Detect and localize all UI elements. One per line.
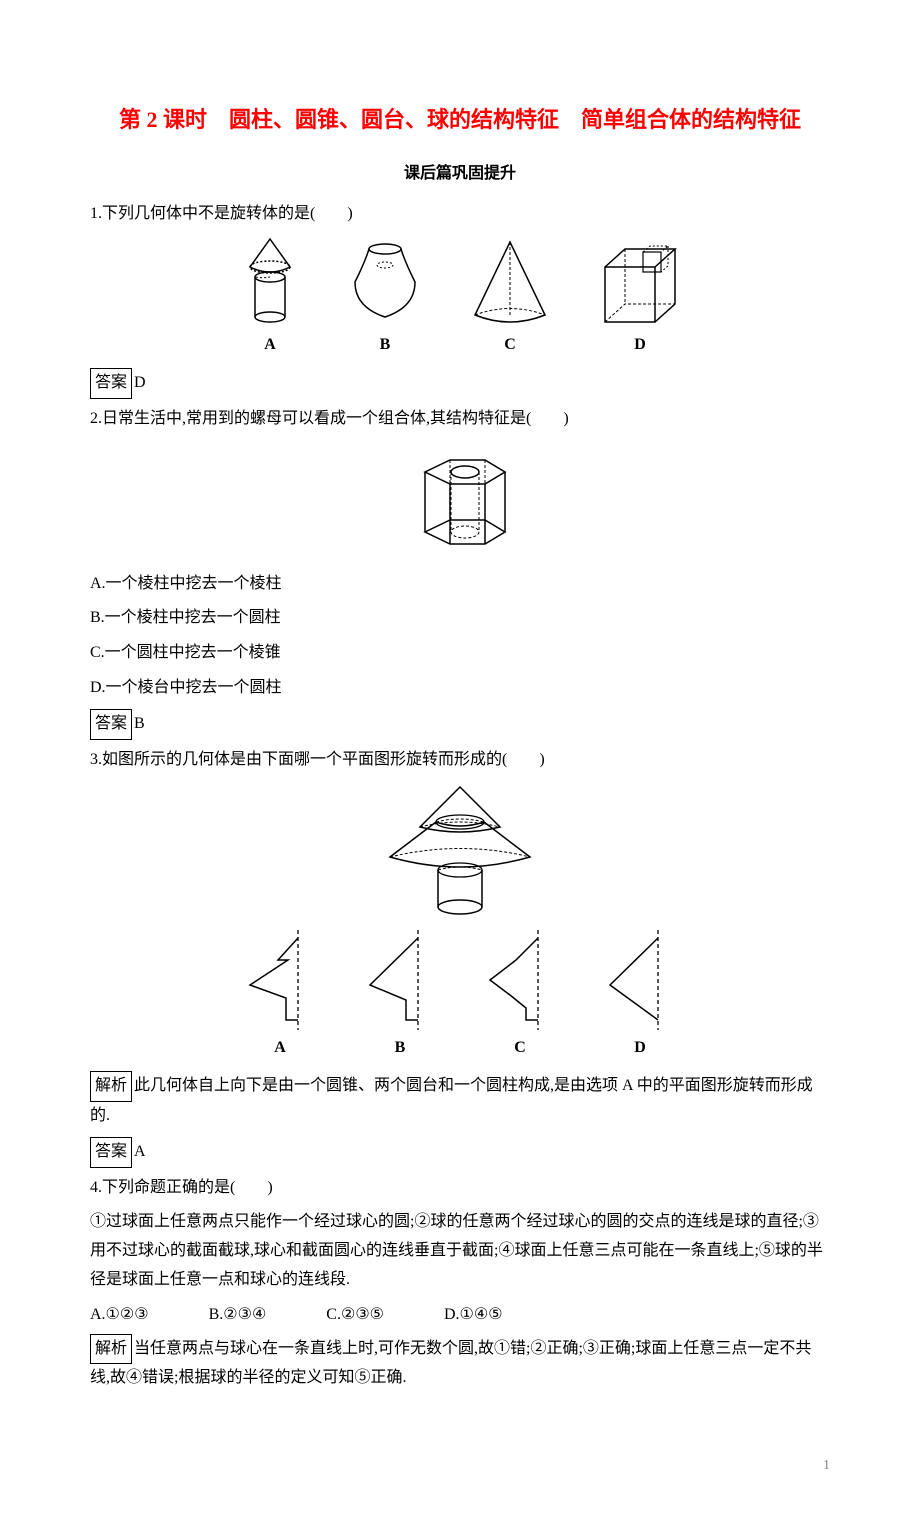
q4-optB: B.②③④: [209, 1301, 267, 1330]
q4-optC: C.②③⑤: [326, 1301, 384, 1330]
q4-explanation: 当任意两点与球心在一条直线上时,可作无数个圆,故①错;②正确;③正确;球面上任意…: [90, 1340, 811, 1387]
q1-stem: 1.下列几何体中不是旋转体的是( ): [90, 200, 830, 229]
q2-answer-label: 答案: [90, 709, 132, 740]
q3-fig-d: [600, 930, 680, 1030]
q3-exp-label: 解析: [90, 1071, 132, 1102]
q4-optA: A.①②③: [90, 1301, 149, 1330]
q2-stem: 2.日常生活中,常用到的螺母可以看成一个组合体,其结构特征是( ): [90, 405, 830, 434]
q3-stem: 3.如图所示的几何体是由下面哪一个平面图形旋转而形成的( ): [90, 746, 830, 775]
q3-fig-a: [240, 930, 320, 1030]
q4-body: ①过球面上任意两点只能作一个经过球心的圆;②球的任意两个经过球心的圆的交点的连线…: [90, 1208, 830, 1294]
q2-figure: [395, 442, 525, 562]
q2-optA: A.一个棱柱中挖去一个棱柱: [90, 570, 830, 599]
q2-answer: B: [134, 715, 145, 732]
q2-optB: B.一个棱柱中挖去一个圆柱: [90, 604, 830, 633]
q3-answer: A: [134, 1143, 146, 1160]
q2-optD: D.一个棱台中挖去一个圆柱: [90, 674, 830, 703]
q3-main-figure: [370, 782, 550, 922]
q1-fig-a: [235, 237, 305, 327]
q1-fig-b: [345, 237, 425, 327]
q3-options-figures: A B C D: [90, 930, 830, 1063]
q1-label-c: C: [465, 331, 555, 360]
q4-exp-label: 解析: [90, 1334, 132, 1365]
q3-label-d: D: [600, 1034, 680, 1063]
q4-optD: D.①④⑤: [444, 1301, 503, 1330]
q1-fig-c: [465, 237, 555, 327]
page-title: 第 2 课时 圆柱、圆锥、圆台、球的结构特征 简单组合体的结构特征: [90, 100, 830, 140]
q1-answer-label: 答案: [90, 368, 132, 399]
q3-fig-b: [360, 930, 440, 1030]
q1-label-d: D: [595, 331, 685, 360]
subtitle: 课后篇巩固提升: [90, 160, 830, 189]
q3-label-c: C: [480, 1034, 560, 1063]
q3-answer-label: 答案: [90, 1137, 132, 1168]
q1-label-b: B: [345, 331, 425, 360]
q3-fig-c: [480, 930, 560, 1030]
q1-answer: D: [134, 374, 146, 391]
q3-label-a: A: [240, 1034, 320, 1063]
q3-label-b: B: [360, 1034, 440, 1063]
q1-fig-d: [595, 237, 685, 327]
page-number: 1: [90, 1453, 830, 1478]
q3-explanation: 此几何体自上向下是由一个圆锥、两个圆台和一个圆柱构成,是由选项 A 中的平面图形…: [90, 1077, 813, 1124]
q1-label-a: A: [235, 331, 305, 360]
q2-optC: C.一个圆柱中挖去一个棱锥: [90, 639, 830, 668]
q4-stem: 4.下列命题正确的是( ): [90, 1174, 830, 1203]
q4-options: A.①②③ B.②③④ C.②③⑤ D.①④⑤: [90, 1301, 830, 1330]
q1-figures: A B C D: [90, 237, 830, 360]
